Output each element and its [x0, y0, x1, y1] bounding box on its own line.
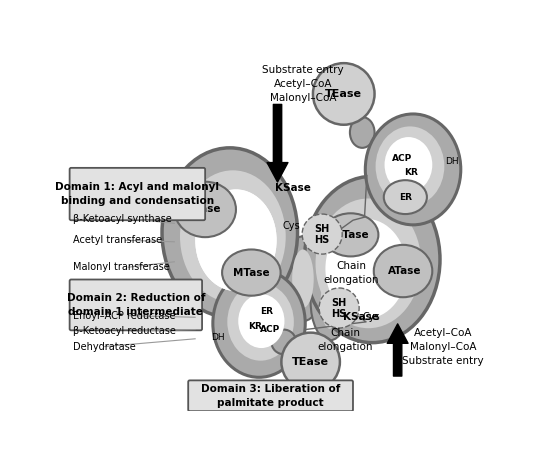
Ellipse shape: [174, 182, 236, 237]
Text: KSase: KSase: [275, 183, 311, 193]
Text: KR: KR: [405, 168, 419, 177]
Text: Enoyl–ACP reductase: Enoyl–ACP reductase: [73, 311, 175, 321]
FancyBboxPatch shape: [188, 380, 353, 411]
Ellipse shape: [271, 329, 296, 354]
Text: HS: HS: [315, 235, 330, 245]
Ellipse shape: [375, 127, 444, 206]
Text: Chain
elongation: Chain elongation: [324, 261, 379, 285]
Text: Substrate entry
Acetyl–CoA
Malonyl–CoA: Substrate entry Acetyl–CoA Malonyl–CoA: [262, 65, 344, 103]
Ellipse shape: [320, 275, 339, 329]
Text: MTase: MTase: [233, 267, 270, 278]
Text: Domain 2: Reduction of
domain 1 intermediate: Domain 2: Reduction of domain 1 intermed…: [67, 293, 205, 317]
Text: Malonyl transferase: Malonyl transferase: [73, 262, 169, 272]
Circle shape: [281, 333, 340, 391]
Circle shape: [302, 214, 342, 254]
FancyArrowPatch shape: [267, 104, 288, 182]
Text: SH: SH: [315, 224, 330, 234]
Ellipse shape: [350, 117, 374, 148]
Text: ATase: ATase: [388, 266, 421, 276]
Text: DH: DH: [210, 333, 224, 342]
Text: HS: HS: [332, 309, 347, 319]
Ellipse shape: [195, 189, 277, 291]
Ellipse shape: [384, 180, 427, 214]
Ellipse shape: [384, 137, 433, 193]
Text: ACP: ACP: [260, 325, 280, 334]
Text: Chain
elongation: Chain elongation: [318, 328, 373, 353]
Ellipse shape: [195, 189, 277, 291]
FancyBboxPatch shape: [69, 280, 202, 330]
Text: β-Ketoacyl reductase: β-Ketoacyl reductase: [73, 326, 176, 336]
Ellipse shape: [281, 237, 325, 321]
Ellipse shape: [311, 263, 349, 340]
Text: ATase: ATase: [189, 205, 222, 214]
Text: MTase: MTase: [332, 230, 369, 240]
Text: Dehydratase: Dehydratase: [73, 341, 136, 352]
Text: TEase: TEase: [292, 357, 329, 367]
Ellipse shape: [162, 148, 297, 317]
Text: Cys: Cys: [363, 312, 380, 322]
Ellipse shape: [374, 245, 433, 297]
Text: β-Ketoacyl synthase: β-Ketoacyl synthase: [73, 214, 171, 224]
Ellipse shape: [325, 219, 407, 319]
Text: KSase: KSase: [343, 312, 379, 322]
Circle shape: [319, 288, 359, 328]
Text: ACP: ACP: [392, 154, 412, 163]
Ellipse shape: [222, 249, 280, 296]
Text: ER: ER: [260, 307, 273, 316]
Ellipse shape: [316, 199, 421, 328]
Text: Cys: Cys: [282, 221, 300, 231]
Text: KR: KR: [248, 322, 262, 331]
Ellipse shape: [292, 249, 313, 308]
Ellipse shape: [323, 213, 379, 256]
Circle shape: [313, 63, 374, 125]
Text: Acetyl–CoA
Malonyl–CoA
Substrate entry: Acetyl–CoA Malonyl–CoA Substrate entry: [402, 328, 484, 365]
Text: DH: DH: [445, 157, 458, 166]
FancyBboxPatch shape: [69, 168, 205, 220]
Ellipse shape: [238, 294, 285, 348]
Ellipse shape: [365, 114, 461, 225]
Text: ER: ER: [399, 193, 412, 201]
Text: Domain 1: Acyl and malonyl
binding and condensation: Domain 1: Acyl and malonyl binding and c…: [56, 182, 219, 206]
Ellipse shape: [213, 269, 305, 377]
FancyArrowPatch shape: [387, 324, 408, 376]
Text: TEase: TEase: [325, 89, 362, 99]
Ellipse shape: [180, 170, 286, 303]
Text: Acetyl transferase: Acetyl transferase: [73, 235, 162, 245]
Text: SH: SH: [332, 298, 347, 308]
Text: Thioesterase: Thioesterase: [277, 399, 344, 409]
Ellipse shape: [304, 176, 440, 343]
Ellipse shape: [227, 283, 294, 361]
Text: Domain 3: Liberation of
palmitate product: Domain 3: Liberation of palmitate produc…: [201, 384, 340, 408]
